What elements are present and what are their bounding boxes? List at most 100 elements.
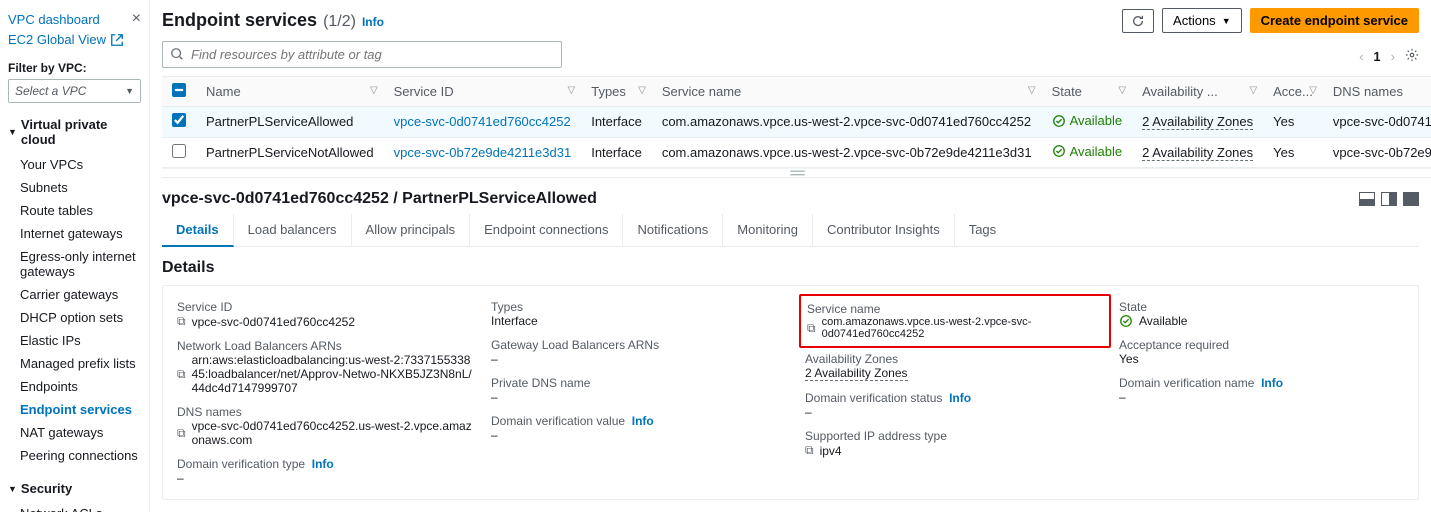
search-container <box>162 41 562 68</box>
create-endpoint-service-button[interactable]: Create endpoint service <box>1250 8 1419 33</box>
tabs: DetailsLoad balancersAllow principalsEnd… <box>162 214 1419 247</box>
column-header[interactable]: DNS names▽ <box>1323 77 1431 107</box>
sidebar-item-route-tables[interactable]: Route tables <box>8 199 141 222</box>
table-row[interactable]: PartnerPLServiceAllowedvpce-svc-0d0741ed… <box>162 107 1431 138</box>
value-nlb: arn:aws:elasticloadbalancing:us-west-2:7… <box>192 353 477 395</box>
highlighted-service-name: Service name ⧉ com.amazonaws.vpce.us-west… <box>799 294 1111 348</box>
sidebar-item-subnets[interactable]: Subnets <box>8 176 141 199</box>
copy-icon[interactable]: ⧉ <box>807 321 816 336</box>
column-header[interactable]: Availability ...▽ <box>1132 77 1263 107</box>
view-mode-icons <box>1359 192 1419 206</box>
main-content: Endpoint services (1/2) Info Actions ▼ C… <box>150 0 1431 512</box>
copy-icon[interactable]: ⧉ <box>805 443 814 458</box>
split-handle[interactable]: ═ <box>162 169 1431 177</box>
label-dvt: Domain verification type <box>177 457 305 471</box>
label-pdns: Private DNS name <box>491 376 791 390</box>
sidebar-item-internet-gateways[interactable]: Internet gateways <box>8 222 141 245</box>
tab-monitoring[interactable]: Monitoring <box>723 214 813 246</box>
tab-endpoint-connections[interactable]: Endpoint connections <box>470 214 623 246</box>
ec2-global-view-link[interactable]: EC2 Global View <box>8 32 124 47</box>
label-glb: Gateway Load Balancers ARNs <box>491 338 791 352</box>
info-link[interactable]: Info <box>949 391 971 405</box>
value-service-name: com.amazonaws.vpce.us-west-2.vpce-svc-0d… <box>822 316 1103 340</box>
sidebar: VPC dashboard × EC2 Global View Filter b… <box>0 0 150 512</box>
row-checkbox[interactable] <box>172 113 186 127</box>
info-link[interactable]: Info <box>632 414 654 428</box>
sidebar-item-egress-only-internet-gateways[interactable]: Egress-only internet gateways <box>8 245 141 283</box>
sidebar-item-endpoint-services[interactable]: Endpoint services <box>8 398 141 421</box>
tab-allow-principals[interactable]: Allow principals <box>352 214 471 246</box>
refresh-button[interactable] <box>1122 9 1154 33</box>
value-dvt: – <box>177 471 477 485</box>
search-icon <box>170 47 184 64</box>
tab-load-balancers[interactable]: Load balancers <box>234 214 352 246</box>
row-checkbox[interactable] <box>172 144 186 158</box>
view-mode-3[interactable] <box>1403 192 1419 206</box>
column-header[interactable]: Service name▽ <box>652 77 1042 107</box>
page-number: 1 <box>1373 49 1380 64</box>
service-id-link[interactable]: vpce-svc-0b72e9de4211e3d31 <box>394 145 572 160</box>
column-header[interactable]: Types▽ <box>581 77 652 107</box>
value-types: Interface <box>491 314 791 328</box>
column-header[interactable]: Service ID▽ <box>384 77 582 107</box>
panel-title: Details <box>162 247 1419 285</box>
next-page-button[interactable]: › <box>1391 49 1395 64</box>
close-icon[interactable]: × <box>132 10 141 28</box>
sidebar-item-your-vpcs[interactable]: Your VPCs <box>8 153 141 176</box>
column-header[interactable]: Acce...▽ <box>1263 77 1323 107</box>
select-all-checkbox[interactable] <box>172 83 186 97</box>
view-mode-2[interactable] <box>1381 192 1397 206</box>
sidebar-item-network-acls[interactable]: Network ACLs <box>8 502 141 512</box>
prev-page-button[interactable]: ‹ <box>1359 49 1363 64</box>
actions-dropdown[interactable]: Actions ▼ <box>1162 8 1242 33</box>
sidebar-item-nat-gateways[interactable]: NAT gateways <box>8 421 141 444</box>
value-dvs: – <box>805 405 1105 419</box>
value-dns-names: vpce-svc-0d0741ed760cc4252.us-west-2.vpc… <box>192 419 477 447</box>
view-mode-1[interactable] <box>1359 192 1375 206</box>
nav-section-header[interactable]: ▼Virtual private cloud <box>8 117 141 147</box>
vpc-dashboard-link[interactable]: VPC dashboard <box>8 12 100 27</box>
label-service-id: Service ID <box>177 300 477 314</box>
label-dvs: Domain verification status <box>805 391 942 405</box>
chevron-down-icon: ▼ <box>125 86 134 96</box>
tab-tags[interactable]: Tags <box>955 214 1010 246</box>
refresh-icon <box>1131 14 1145 28</box>
label-service-name: Service name <box>807 302 1103 316</box>
nav-section-header[interactable]: ▼Security <box>8 481 141 496</box>
sidebar-item-elastic-ips[interactable]: Elastic IPs <box>8 329 141 352</box>
value-az[interactable]: 2 Availability Zones <box>805 366 908 381</box>
label-dns-names: DNS names <box>177 405 477 419</box>
detail-pane: vpce-svc-0d0741ed760cc4252 / PartnerPLSe… <box>162 177 1431 512</box>
copy-icon[interactable]: ⧉ <box>177 426 186 441</box>
external-link-icon <box>110 33 124 47</box>
value-service-id: vpce-svc-0d0741ed760cc4252 <box>192 315 355 329</box>
label-nlb: Network Load Balancers ARNs <box>177 339 477 353</box>
sidebar-item-endpoints[interactable]: Endpoints <box>8 375 141 398</box>
sidebar-item-dhcp-option-sets[interactable]: DHCP option sets <box>8 306 141 329</box>
label-state: State <box>1119 300 1404 314</box>
tab-details[interactable]: Details <box>162 214 234 247</box>
copy-icon[interactable]: ⧉ <box>177 367 186 382</box>
copy-icon[interactable]: ⧉ <box>177 314 186 329</box>
service-id-link[interactable]: vpce-svc-0d0741ed760cc4252 <box>394 114 571 129</box>
detail-title: vpce-svc-0d0741ed760cc4252 / PartnerPLSe… <box>162 184 597 214</box>
column-header[interactable]: Name▽ <box>196 77 384 107</box>
tab-notifications[interactable]: Notifications <box>623 214 723 246</box>
chevron-down-icon: ▼ <box>1222 16 1231 26</box>
gear-icon[interactable] <box>1405 48 1419 65</box>
page-title: Endpoint services (1/2) Info <box>162 10 384 31</box>
vpc-filter-select[interactable]: Select a VPC ▼ <box>8 79 141 103</box>
label-types: Types <box>491 300 791 314</box>
sidebar-item-carrier-gateways[interactable]: Carrier gateways <box>8 283 141 306</box>
info-link[interactable]: Info <box>312 457 334 471</box>
sidebar-item-peering-connections[interactable]: Peering connections <box>8 444 141 467</box>
sidebar-item-managed-prefix-lists[interactable]: Managed prefix lists <box>8 352 141 375</box>
info-link[interactable]: Info <box>1261 376 1283 390</box>
label-az: Availability Zones <box>805 352 1105 366</box>
tab-contributor-insights[interactable]: Contributor Insights <box>813 214 955 246</box>
label-accept: Acceptance required <box>1119 338 1404 352</box>
column-header[interactable]: State▽ <box>1042 77 1133 107</box>
search-input[interactable] <box>162 41 562 68</box>
value-dvn: – <box>1119 390 1404 404</box>
info-link[interactable]: Info <box>362 15 384 29</box>
